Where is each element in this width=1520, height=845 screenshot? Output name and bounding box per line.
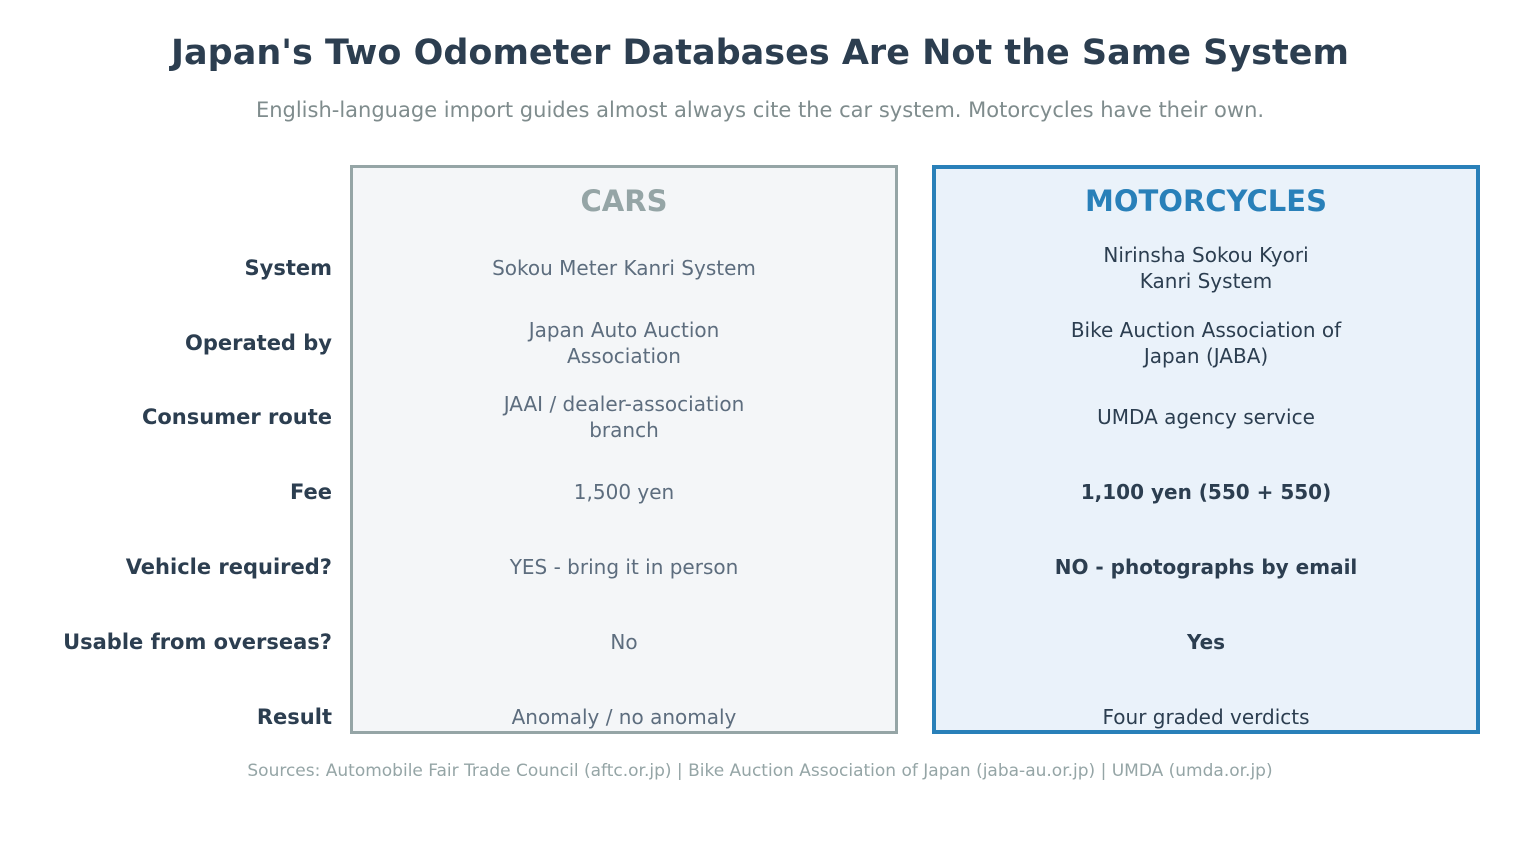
motorcycles-operator-cell: Bike Auction Association of Japan (JABA) [1070,318,1342,368]
sources-footnote: Sources: Automobile Fair Trade Council (… [247,761,1273,781]
cars-vehicle-cell: YES - bring it in person [509,555,739,579]
page-title: Japan's Two Odometer Databases Are Not t… [171,33,1349,73]
cars-operator-cell: Japan Auto Auction Association [528,318,720,368]
row-label-operated-by: Operated by [185,331,332,355]
motorcycles-vehicle-cell: NO - photographs by email [1054,555,1358,579]
cars-fee-cell: 1,500 yen [573,480,675,504]
page-subtitle: English-language import guides almost al… [255,98,1265,122]
row-label-fee: Fee [290,480,332,504]
motorcycles-column-header: MOTORCYCLES [1085,184,1327,218]
cars-route-cell: JAAI / dealer-association branch [503,392,745,442]
row-label-system: System [244,256,332,280]
motorcycles-result-cell: Four graded verdicts [1102,705,1310,729]
cars-system-cell: Sokou Meter Kanri System [492,256,756,280]
cars-result-cell: Anomaly / no anomaly [511,705,737,729]
motorcycles-fee-cell: 1,100 yen (550 + 550) [1080,480,1332,504]
row-label-vehicle-required: Vehicle required? [125,555,332,579]
row-label-usable-overseas: Usable from overseas? [63,630,332,654]
motorcycles-system-cell: Nirinsha Sokou Kyori Kanri System [1103,243,1309,293]
motorcycles-overseas-cell: Yes [1186,630,1226,654]
motorcycles-panel [932,165,1480,734]
cars-panel [350,165,898,734]
cars-column-header: CARS [580,184,668,218]
row-label-consumer-route: Consumer route [141,405,332,429]
row-label-result: Result [256,705,332,729]
cars-overseas-cell: No [610,630,638,654]
motorcycles-route-cell: UMDA agency service [1097,405,1315,429]
